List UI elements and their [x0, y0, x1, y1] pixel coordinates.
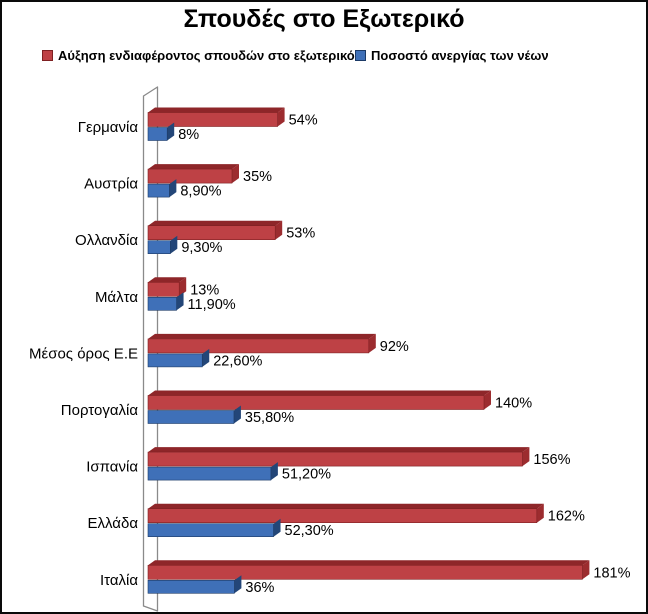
- red-bar-top-face: [148, 333, 376, 339]
- blue-series-marker-icon: [355, 49, 366, 61]
- red-bar: [147, 451, 523, 467]
- red-bar: [147, 225, 276, 240]
- blue-bar-end-cap: [167, 122, 175, 141]
- blue-bar: [147, 466, 272, 481]
- blue-bar: [147, 127, 168, 141]
- red-bar-top-face: [148, 107, 285, 113]
- blue-bar-end-cap: [176, 292, 184, 311]
- axis-wall: [142, 86, 159, 612]
- red-bar-value-label: 140%: [495, 396, 532, 412]
- red-bar-end-cap: [277, 107, 285, 127]
- blue-bar-end-cap: [169, 179, 177, 198]
- blue-bar-value-label: 22,60%: [213, 353, 262, 369]
- category-label: Αυστρία: [84, 176, 138, 193]
- blue-bar-value-label: 52,30%: [285, 523, 334, 539]
- red-bar: [147, 112, 278, 127]
- red-bar-value-label: 162%: [548, 509, 585, 525]
- blue-bar-end-cap: [270, 462, 278, 481]
- blue-bar-end-cap: [170, 235, 178, 254]
- red-bar-value-label: 35%: [243, 169, 272, 185]
- category-label: Μάλτα: [95, 289, 138, 306]
- blue-bar: [147, 579, 235, 594]
- blue-bar-value-label: 8,90%: [180, 184, 221, 200]
- blue-bar: [147, 183, 170, 198]
- blue-bar-value-label: 8%: [178, 127, 199, 143]
- blue-bar-end-cap: [233, 405, 241, 424]
- red-bar: [147, 395, 485, 410]
- red-bar: [147, 508, 538, 524]
- legend-item-blue-series: Ποσοστό ανεργίας των νέων: [355, 46, 549, 64]
- red-bar-value-label: 156%: [533, 452, 570, 468]
- red-bar-end-cap: [179, 277, 187, 297]
- legend: Αύξηση ενδιαφέροντος σπουδών στο εξωτερι…: [2, 46, 646, 64]
- category-label: Ολλανδία: [75, 232, 138, 249]
- blue-bar-value-label: 51,20%: [282, 467, 331, 483]
- legend-label-red-series: Αύξηση ενδιαφέροντος σπουδών στο εξωτερι…: [58, 47, 355, 63]
- red-bar-end-cap: [536, 503, 544, 523]
- red-bar-end-cap: [484, 390, 491, 410]
- red-bar-top-face: [148, 390, 491, 396]
- red-bar-end-cap: [232, 164, 239, 184]
- red-bar-value-label: 181%: [593, 565, 630, 581]
- red-bar-value-label: 54%: [289, 113, 318, 129]
- red-bar-value-label: 92%: [380, 339, 409, 355]
- legend-label-blue-series: Ποσοστό ανεργίας των νέων: [371, 47, 549, 63]
- red-bar-end-cap: [522, 447, 530, 467]
- blue-bar-end-cap: [202, 348, 210, 367]
- blue-bar: [147, 296, 177, 311]
- blue-bar: [147, 353, 203, 368]
- category-label: Γερμανία: [78, 119, 139, 136]
- red-bar-value-label: 53%: [286, 226, 315, 242]
- red-bar-top-face: [148, 447, 530, 453]
- legend-item-red-series: Αύξηση ενδιαφέροντος σπουδών στο εξωτερι…: [42, 46, 355, 64]
- chart-title: Σπουδές στο Εξωτερικό: [183, 5, 465, 33]
- red-bar-end-cap: [368, 333, 376, 353]
- red-bar-top-face: [148, 503, 544, 509]
- red-bar: [147, 281, 180, 297]
- red-bar: [147, 564, 583, 580]
- blue-bar: [147, 410, 235, 424]
- blue-bar-value-label: 35,80%: [245, 410, 294, 426]
- blue-bar: [147, 240, 171, 254]
- red-bar-top-face: [148, 164, 239, 170]
- blue-bar-value-label: 36%: [245, 580, 274, 596]
- red-bar-value-label: 13%: [190, 282, 219, 298]
- red-bar-end-cap: [582, 560, 590, 580]
- blue-bar-end-cap: [234, 575, 242, 594]
- blue-bar-end-cap: [273, 518, 281, 537]
- category-label: Ισπανία: [86, 459, 138, 476]
- red-series-marker-icon: [42, 49, 53, 61]
- category-label: Πορτογαλία: [61, 402, 139, 419]
- blue-bar: [147, 523, 274, 538]
- red-bar: [147, 338, 370, 354]
- blue-bar-value-label: 11,90%: [188, 297, 236, 313]
- blue-bar-value-label: 9,30%: [181, 240, 222, 256]
- red-bar: [147, 168, 233, 184]
- red-bar-top-face: [148, 220, 283, 226]
- red-bar-top-face: [148, 277, 187, 283]
- category-label: Μέσος όρος Ε.Ε: [29, 345, 138, 362]
- red-bar-end-cap: [275, 220, 283, 240]
- category-label: Ιταλία: [100, 572, 138, 589]
- category-label: Ελλάδα: [88, 515, 139, 532]
- red-bar-top-face: [148, 560, 590, 566]
